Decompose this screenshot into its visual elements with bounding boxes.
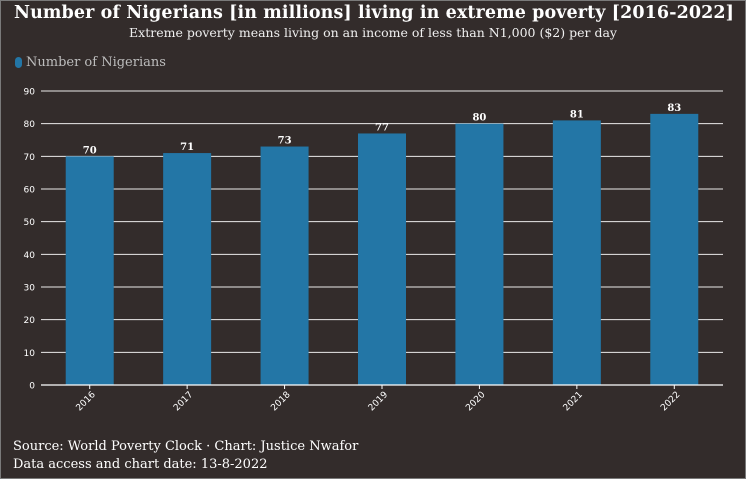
bar — [552, 120, 601, 386]
data-label: 81 — [570, 109, 584, 120]
bar — [260, 146, 309, 385]
data-label: 83 — [667, 103, 681, 114]
legend-swatch — [15, 57, 22, 68]
footer-date: Data access and chart date: 13-8-2022 — [13, 457, 268, 472]
chart-subtitle: Extreme poverty means living on an incom… — [129, 25, 617, 40]
y-tick-label: 40 — [24, 251, 36, 261]
footer: Source: World Poverty Clock · Chart: Jus… — [13, 438, 358, 474]
bar — [455, 123, 504, 386]
y-tick-label: 20 — [24, 316, 36, 326]
y-tick-label: 90 — [24, 88, 36, 98]
data-label: 80 — [472, 113, 486, 124]
bar — [358, 133, 406, 385]
legend: Number of Nigerians — [15, 55, 166, 70]
y-tick-label: 70 — [24, 153, 36, 163]
legend-label: Number of Nigerians — [26, 55, 166, 70]
y-tick-label: 50 — [24, 218, 36, 228]
data-label: 77 — [375, 122, 389, 133]
bar — [163, 153, 212, 385]
x-tick-label: 2019 — [367, 390, 390, 413]
y-tick-label: 60 — [24, 186, 36, 196]
bar-chart: 0 10 20 30 40 50 60 70 80 90 70 2016 71 2017 73 2018 77 2… — [24, 88, 723, 413]
data-label: 70 — [83, 145, 97, 156]
x-tick-label: 2020 — [464, 390, 487, 413]
y-tick-label: 80 — [24, 120, 36, 130]
footer-source: Source: World Poverty Clock · Chart: Jus… — [13, 439, 359, 454]
chart-title: Number of Nigerians [in millions] living… — [14, 3, 735, 23]
x-tick-label: 2022 — [659, 390, 682, 413]
y-tick-label: 10 — [24, 349, 36, 359]
x-tick-label: 2021 — [562, 390, 585, 413]
bar — [650, 113, 699, 385]
data-label: 73 — [278, 136, 292, 147]
data-label: 71 — [180, 142, 194, 153]
y-tick-label: 30 — [24, 284, 36, 294]
bar — [65, 156, 114, 385]
y-tick-label: 0 — [29, 382, 35, 392]
x-tick-label: 2017 — [172, 390, 195, 413]
x-tick-label: 2016 — [75, 390, 98, 413]
x-tick-label: 2018 — [269, 390, 292, 413]
